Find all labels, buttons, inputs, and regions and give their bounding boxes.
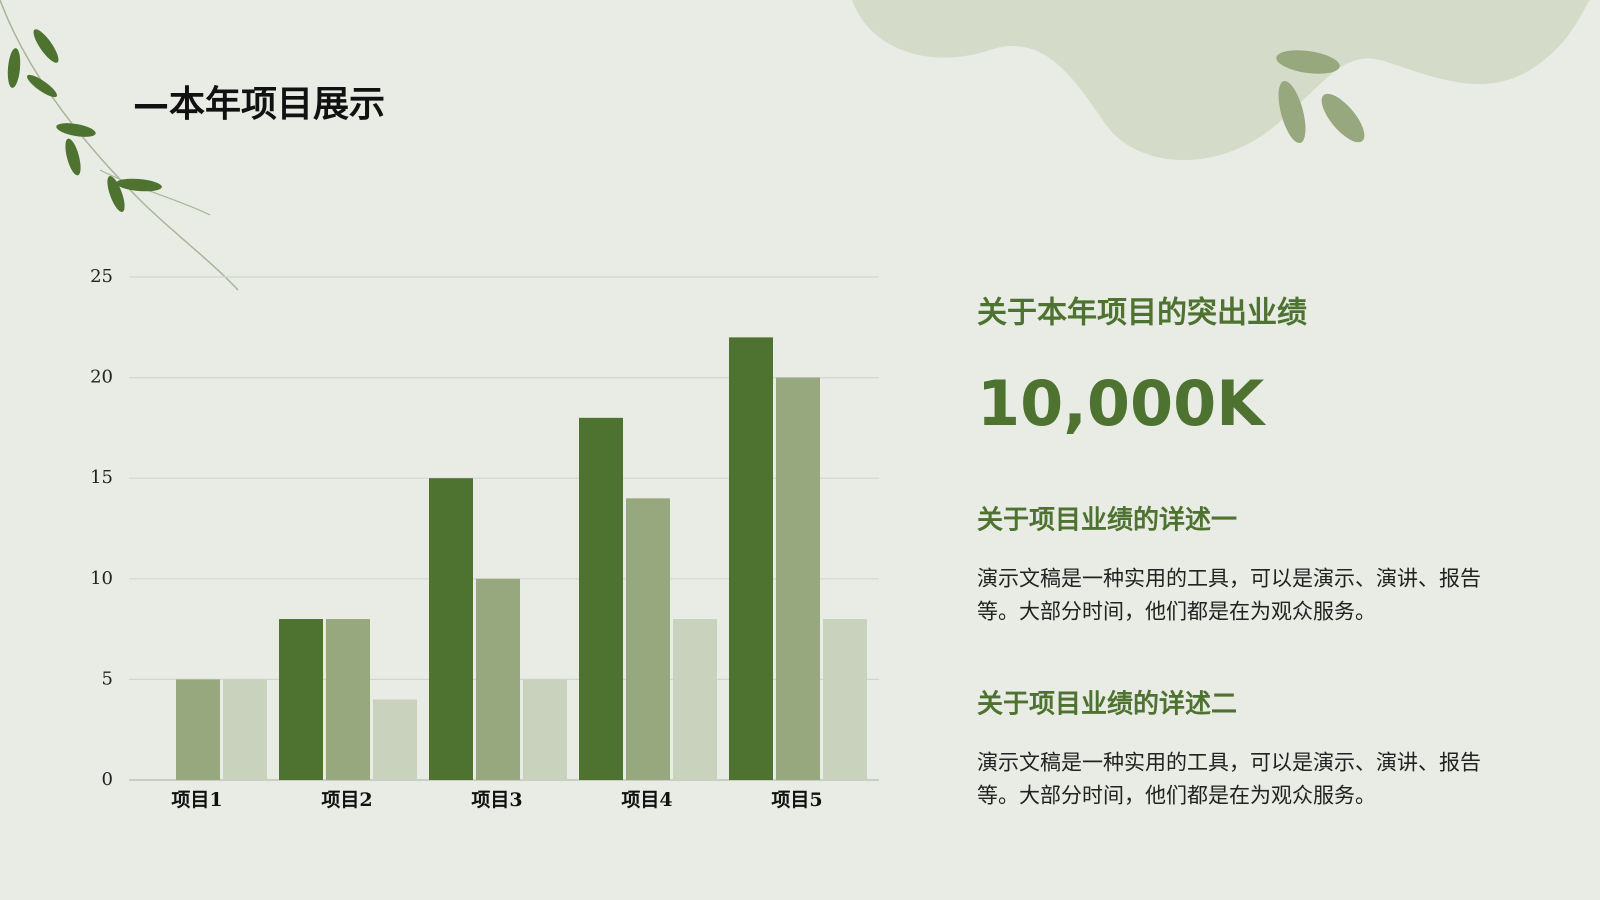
branch-decoration — [0, 0, 239, 291]
highlight-figure: 10,000K — [977, 367, 1266, 440]
y-tick-label: 0 — [102, 769, 113, 790]
x-tick-label: 项目1 — [171, 789, 222, 811]
bar — [523, 679, 567, 780]
bar — [729, 337, 773, 780]
bar — [823, 619, 867, 780]
x-tick-label: 项目4 — [621, 789, 672, 811]
y-tick-label: 15 — [90, 467, 113, 488]
blob-decoration — [852, 0, 1590, 161]
bar — [326, 619, 370, 780]
x-tick-label: 项目3 — [471, 789, 522, 811]
y-tick-label: 10 — [90, 568, 113, 589]
panel-heading: 关于本年项目的突出业绩 — [977, 296, 1307, 331]
section-text: 演示文稿是一种实用的工具，可以是演示、演讲、报告 — [977, 751, 1481, 775]
bar — [476, 578, 520, 780]
y-tick-label: 20 — [90, 367, 113, 388]
section-title: 关于项目业绩的详述一 — [977, 505, 1237, 536]
section-text: 演示文稿是一种实用的工具，可以是演示、演讲、报告 — [977, 567, 1481, 591]
bar — [176, 679, 220, 780]
bar — [373, 699, 417, 780]
bar — [223, 679, 267, 780]
y-tick-label: 25 — [90, 266, 113, 287]
bar — [279, 619, 323, 780]
bar — [579, 417, 623, 780]
section-title: 关于项目业绩的详述二 — [977, 689, 1237, 720]
x-tick-label: 项目5 — [771, 789, 822, 811]
bar — [776, 377, 820, 780]
bar — [673, 619, 717, 780]
bar — [429, 478, 473, 780]
section-text: 等。大部分时间，他们都是在为观众服务。 — [977, 600, 1376, 624]
leaf-decoration — [1276, 50, 1365, 144]
x-tick-label: 项目2 — [321, 789, 372, 811]
slide-title: —本年项目展示 — [133, 84, 385, 125]
section-text: 等。大部分时间，他们都是在为观众服务。 — [977, 784, 1376, 808]
y-tick-label: 5 — [102, 668, 113, 689]
bar — [626, 498, 670, 780]
